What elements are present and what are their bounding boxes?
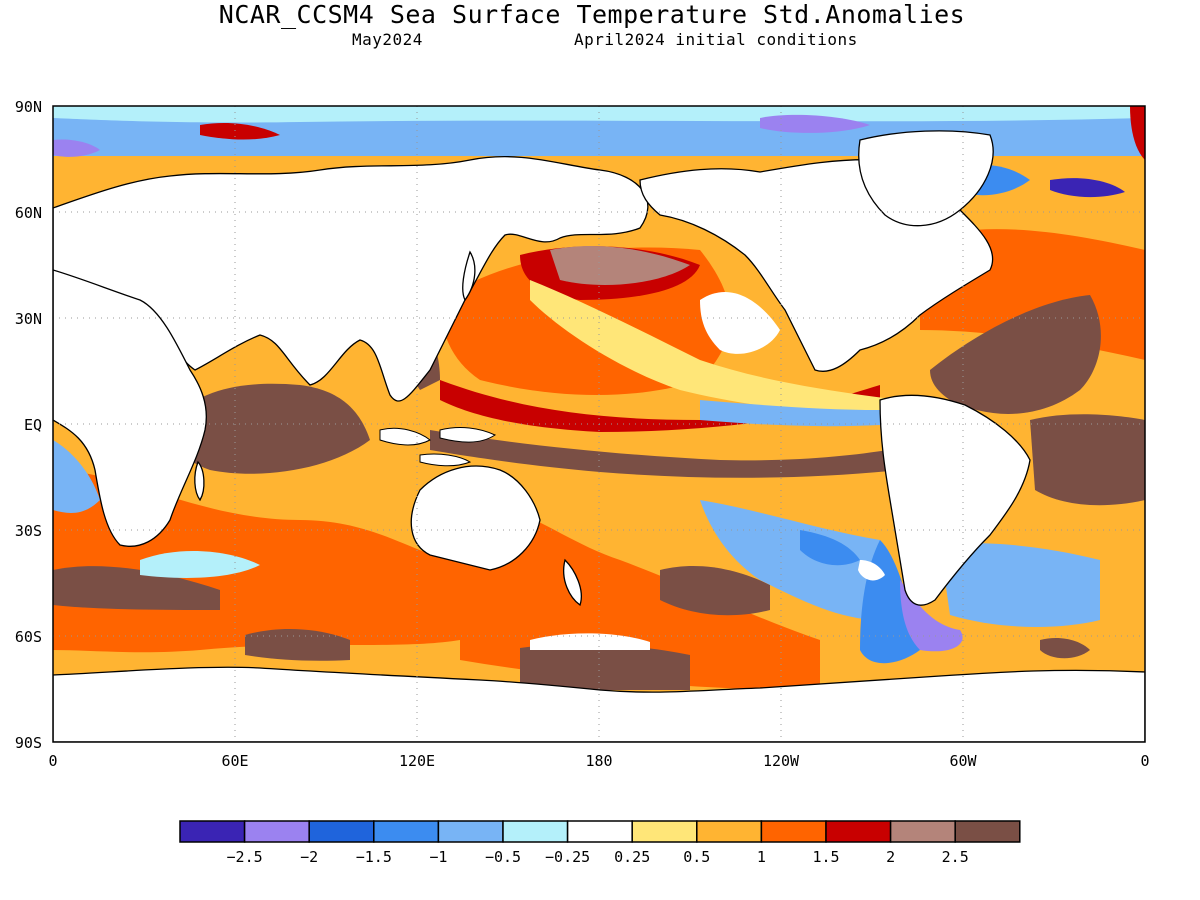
colorbar-swatch xyxy=(954,820,1021,843)
grid-lines xyxy=(53,106,1145,742)
colorbar-swatches xyxy=(179,820,1021,843)
lon-label: 0 xyxy=(1140,752,1149,770)
lat-label: 60S xyxy=(15,628,42,646)
cool-anomaly-regions xyxy=(53,280,1100,664)
land-masses xyxy=(53,130,1145,742)
forecast-month: May2024 xyxy=(352,30,423,49)
colorbar-swatch xyxy=(889,820,956,843)
map-title: NCAR_CCSM4 Sea Surface Temperature Std.A… xyxy=(218,0,966,29)
lon-label: 60E xyxy=(221,752,248,770)
longitude-labels: 0 60E 120E 180 120W 60W 0 xyxy=(48,752,1149,770)
colorbar-tick-label: −1 xyxy=(429,848,447,866)
colorbar-tick-label: 2.5 xyxy=(942,848,969,866)
extreme-warm-regions xyxy=(53,245,1145,690)
colorbar-tick-label: −2.5 xyxy=(227,848,263,866)
colorbar-tick-label: 1 xyxy=(757,848,766,866)
colorbar-tick-label: 1.5 xyxy=(812,848,839,866)
colorbar-tick-label: −2 xyxy=(300,848,318,866)
lat-label: 60N xyxy=(15,204,42,222)
lon-label: 180 xyxy=(585,752,612,770)
colorbar-swatch xyxy=(308,820,375,843)
colorbar-tick-label: 0.5 xyxy=(683,848,710,866)
lat-label: 30S xyxy=(15,522,42,540)
colorbar-swatch xyxy=(243,820,310,843)
maritime-continent xyxy=(379,427,497,467)
colorbar-tick-label: 2 xyxy=(886,848,895,866)
map-frame xyxy=(52,105,1146,743)
lon-label: 120W xyxy=(763,752,800,770)
colorbar-swatch xyxy=(566,820,633,843)
colorbar-tick-label: 0.25 xyxy=(614,848,650,866)
latitude-labels: 90N 60N 30N EQ 30S 60S 90S xyxy=(15,98,42,752)
colorbar-swatch xyxy=(373,820,440,843)
colorbar-swatch xyxy=(179,820,246,843)
lon-label: 120E xyxy=(399,752,435,770)
colorbar-swatch xyxy=(760,820,827,843)
sst-anomaly-map: 90N 60N 30N EQ 30S 60S 90S 0 60E 120E 18… xyxy=(15,98,1150,770)
colorbar-tick-label: −0.25 xyxy=(545,848,590,866)
lon-label: 0 xyxy=(48,752,57,770)
lon-label: 60W xyxy=(949,752,977,770)
colorbar-tick-label: −0.5 xyxy=(485,848,521,866)
colorbar-swatch xyxy=(437,820,504,843)
lat-label: 90S xyxy=(15,734,42,752)
colorbar-labels: −2.5 −2 −1.5 −1 −0.5 −0.25 0.25 0.5 1 1.5 2 2.5 xyxy=(227,848,969,866)
lat-label: EQ xyxy=(24,416,42,434)
colorbar-swatch xyxy=(631,820,698,843)
colorbar-tick-label: −1.5 xyxy=(356,848,392,866)
map-field xyxy=(53,106,1145,742)
initial-conditions-label: April2024 initial conditions xyxy=(574,30,858,49)
colorbar-swatch xyxy=(825,820,892,843)
lat-label: 30N xyxy=(15,310,42,328)
lat-label: 90N xyxy=(15,98,42,116)
colorbar-swatch xyxy=(502,820,569,843)
colorbar-swatch xyxy=(696,820,763,843)
